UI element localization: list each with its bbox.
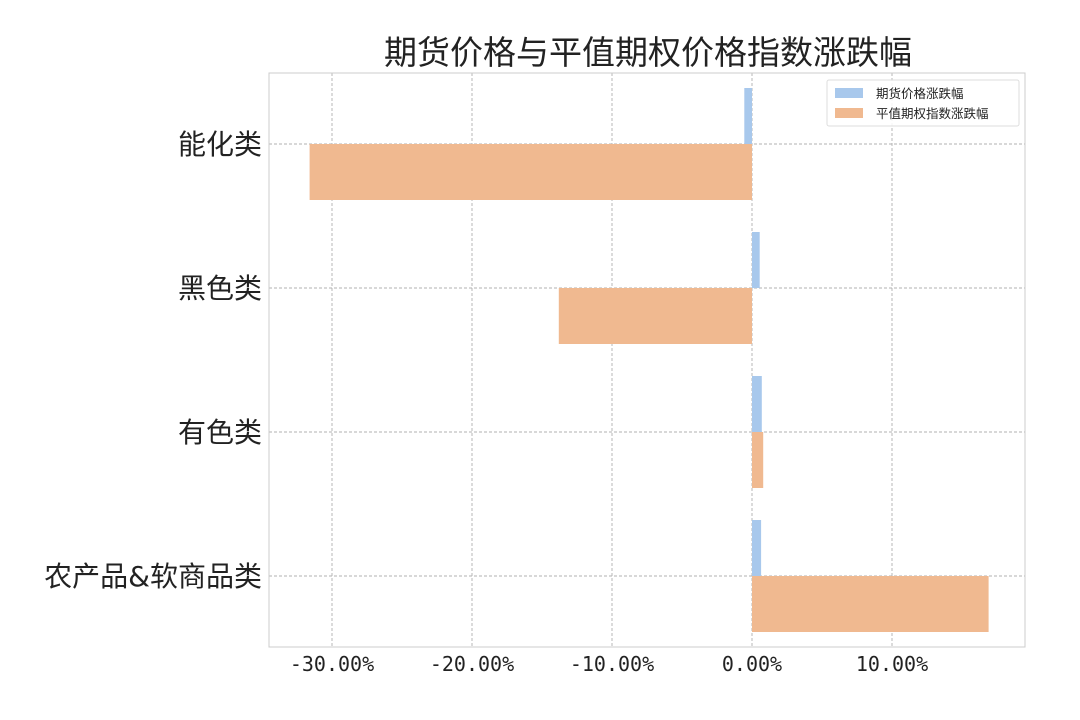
bars bbox=[309, 88, 989, 632]
category-label: 能化类 bbox=[178, 128, 262, 161]
x-axis-tick-labels: -30.00% -20.00% -10.00% 0.00% 10.00% bbox=[290, 652, 928, 676]
x-tick-label: 0.00% bbox=[722, 652, 782, 676]
legend-label: 平值期权指数涨跌幅 bbox=[876, 106, 989, 121]
bar-futures-price-change bbox=[744, 88, 752, 144]
legend-swatch bbox=[835, 108, 863, 118]
x-tick-label: -30.00% bbox=[290, 652, 374, 676]
category-label: 农产品&软商品类 bbox=[44, 560, 262, 593]
category-label: 有色类 bbox=[178, 416, 262, 449]
x-tick-label: 10.00% bbox=[856, 652, 928, 676]
bar-futures-price-change bbox=[752, 376, 762, 432]
legend-label: 期货价格涨跌幅 bbox=[876, 86, 964, 101]
bar-atm-option-index-change bbox=[309, 144, 752, 200]
bar-atm-option-index-change bbox=[752, 432, 764, 488]
category-label: 黑色类 bbox=[178, 272, 262, 305]
bar-atm-option-index-change bbox=[558, 288, 752, 344]
bar-atm-option-index-change bbox=[752, 576, 989, 632]
bar-futures-price-change bbox=[752, 232, 760, 288]
x-tick-label: -20.00% bbox=[430, 652, 514, 676]
legend-swatch bbox=[835, 88, 863, 98]
chart-title: 期货价格与平值期权价格指数涨跌幅 bbox=[384, 33, 912, 72]
bar-futures-price-change bbox=[752, 520, 762, 576]
legend-box bbox=[826, 79, 1020, 127]
plot-frame bbox=[268, 72, 1026, 648]
x-tick-label: -10.00% bbox=[570, 652, 654, 676]
